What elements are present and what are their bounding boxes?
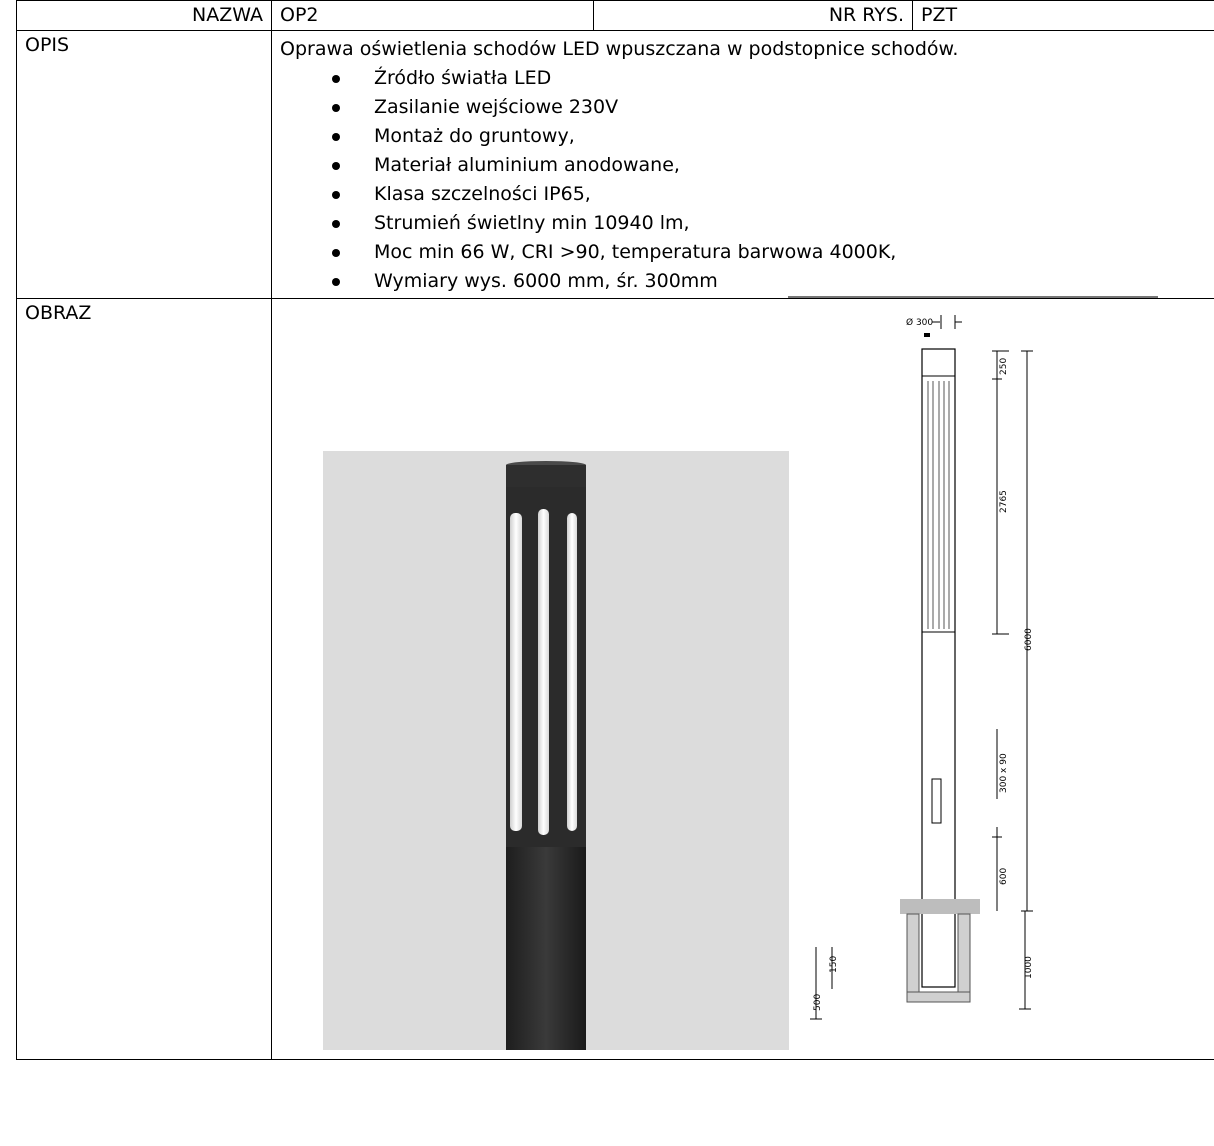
dim-base-depth: 500 — [813, 994, 823, 1011]
image-row: OBRAZ — [16, 296, 1214, 1060]
drawing-no-label: NR RYS. — [593, 0, 913, 31]
feature-item: Montaż do gruntowy, — [324, 122, 1206, 151]
drawing-no-value: PZT — [912, 0, 1214, 31]
diameter-label: Ø 300 — [906, 317, 933, 328]
feature-item: Moc min 66 W, CRI >90, temperatura barwo… — [324, 238, 1206, 267]
feature-item: Zasilanie wejściowe 230V — [324, 93, 1206, 122]
dim-total-height: 6000 — [1024, 628, 1034, 651]
lamp-pole-render — [506, 461, 586, 1050]
dim-light-section: 2765 — [999, 490, 1009, 513]
feature-item: Materiał aluminium anodowane, — [324, 151, 1206, 180]
description-label: OPIS — [16, 30, 272, 299]
product-photo — [323, 451, 789, 1050]
feature-item: Źródło światła LED — [324, 64, 1206, 93]
dimension-drawing: Ø 300 — [810, 315, 1034, 1020]
image-label: OBRAZ — [16, 298, 272, 1060]
feature-list: Źródło światła LED Zasilanie wejściowe 2… — [280, 64, 1206, 296]
dim-foundation: 1000 — [1024, 956, 1034, 979]
dim-door-offset: 600 — [999, 868, 1009, 885]
dim-top-cap: 250 — [999, 358, 1009, 375]
feature-item: Strumień świetlny min 10940 lm, — [324, 209, 1206, 238]
feature-item: Wymiary wys. 6000 mm, śr. 300mm — [324, 267, 1206, 296]
description-row: OPIS Oprawa oświetlenia schodów LED wpus… — [16, 30, 1214, 299]
name-value: OP2 — [271, 0, 594, 31]
description-intro: Oprawa oświetlenia schodów LED wpuszczan… — [280, 38, 959, 60]
description-cell: Oprawa oświetlenia schodów LED wpuszczan… — [271, 30, 1214, 299]
dim-door: 300 x 90 — [999, 753, 1009, 793]
spec-table: NAZWA OP2 NR RYS. PZT OPIS Oprawa oświet… — [16, 0, 1214, 1060]
dim-base-lip: 150 — [829, 956, 839, 973]
image-cell: Ø 300 — [271, 296, 1214, 1060]
feature-item: Klasa szczelności IP65, — [324, 180, 1206, 209]
header-row: NAZWA OP2 NR RYS. PZT — [16, 0, 1214, 31]
drawing-border-line — [788, 296, 1158, 298]
technical-drawing: Ø 300 — [802, 299, 1152, 1059]
name-label: NAZWA — [16, 0, 272, 31]
